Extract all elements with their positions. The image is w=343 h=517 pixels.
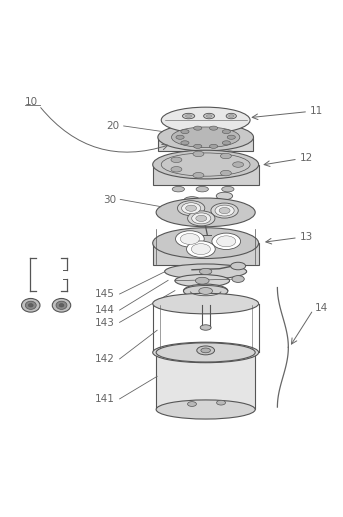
Ellipse shape	[221, 171, 232, 176]
Ellipse shape	[180, 234, 199, 245]
Text: 10: 10	[25, 97, 38, 107]
Text: 14: 14	[315, 303, 328, 313]
Text: 144: 144	[95, 306, 115, 315]
Ellipse shape	[187, 241, 215, 257]
Ellipse shape	[193, 173, 204, 178]
Ellipse shape	[210, 144, 218, 148]
Ellipse shape	[227, 135, 235, 139]
Ellipse shape	[215, 205, 234, 216]
Ellipse shape	[188, 211, 215, 226]
Ellipse shape	[197, 346, 214, 355]
Ellipse shape	[199, 287, 213, 294]
Ellipse shape	[219, 207, 230, 214]
Ellipse shape	[59, 303, 64, 307]
Ellipse shape	[230, 262, 246, 270]
Text: 142: 142	[95, 354, 115, 364]
Text: 145: 145	[95, 290, 115, 299]
Ellipse shape	[188, 402, 197, 406]
Ellipse shape	[192, 129, 202, 133]
Ellipse shape	[214, 129, 224, 133]
Ellipse shape	[216, 192, 233, 200]
Ellipse shape	[28, 303, 33, 307]
Ellipse shape	[171, 166, 182, 172]
Bar	[156, 353, 255, 409]
Ellipse shape	[200, 268, 212, 275]
Ellipse shape	[211, 203, 238, 218]
Ellipse shape	[194, 144, 202, 148]
Ellipse shape	[172, 127, 240, 147]
Ellipse shape	[158, 124, 253, 151]
Ellipse shape	[196, 215, 207, 221]
Ellipse shape	[177, 201, 205, 216]
Ellipse shape	[165, 264, 247, 279]
Ellipse shape	[187, 151, 198, 156]
Ellipse shape	[221, 153, 232, 159]
Ellipse shape	[233, 162, 244, 168]
Ellipse shape	[226, 113, 236, 119]
Ellipse shape	[216, 400, 225, 405]
Ellipse shape	[184, 196, 200, 204]
Ellipse shape	[181, 203, 201, 214]
Ellipse shape	[191, 244, 211, 254]
Ellipse shape	[181, 130, 189, 134]
Ellipse shape	[229, 115, 234, 117]
Text: 30: 30	[103, 195, 116, 205]
Ellipse shape	[56, 301, 67, 309]
Text: 13: 13	[299, 232, 313, 242]
Ellipse shape	[153, 228, 259, 258]
Ellipse shape	[222, 141, 230, 145]
Ellipse shape	[228, 129, 238, 133]
Text: 20: 20	[106, 121, 120, 131]
Ellipse shape	[176, 135, 184, 139]
Ellipse shape	[156, 343, 255, 362]
Bar	[158, 137, 253, 151]
Ellipse shape	[22, 298, 40, 312]
Bar	[153, 164, 259, 185]
Ellipse shape	[217, 236, 236, 247]
Ellipse shape	[200, 325, 211, 330]
Ellipse shape	[193, 151, 204, 157]
Ellipse shape	[204, 113, 214, 119]
Ellipse shape	[224, 151, 235, 156]
Text: 141: 141	[95, 394, 115, 404]
Ellipse shape	[25, 301, 36, 309]
Ellipse shape	[196, 277, 209, 284]
Ellipse shape	[175, 275, 229, 287]
Bar	[153, 243, 259, 265]
Ellipse shape	[171, 157, 182, 162]
Ellipse shape	[186, 115, 192, 117]
Ellipse shape	[153, 150, 259, 179]
Ellipse shape	[153, 293, 259, 314]
Ellipse shape	[222, 130, 230, 134]
Ellipse shape	[156, 400, 255, 419]
Ellipse shape	[212, 233, 240, 250]
Text: 143: 143	[95, 318, 115, 328]
Ellipse shape	[161, 107, 250, 133]
Ellipse shape	[156, 198, 255, 227]
Ellipse shape	[196, 187, 209, 192]
Ellipse shape	[182, 113, 195, 119]
Ellipse shape	[232, 276, 244, 282]
Ellipse shape	[172, 187, 185, 192]
Text: 12: 12	[299, 154, 313, 163]
Ellipse shape	[194, 126, 202, 130]
Ellipse shape	[186, 205, 197, 211]
Text: 11: 11	[310, 106, 323, 116]
Ellipse shape	[184, 284, 228, 298]
Ellipse shape	[210, 126, 218, 130]
Ellipse shape	[176, 231, 204, 247]
Ellipse shape	[207, 151, 218, 156]
Ellipse shape	[222, 187, 234, 192]
Ellipse shape	[153, 342, 259, 363]
Ellipse shape	[206, 115, 212, 117]
Ellipse shape	[201, 348, 211, 353]
Ellipse shape	[192, 213, 211, 224]
Ellipse shape	[181, 141, 189, 145]
Ellipse shape	[52, 298, 71, 312]
